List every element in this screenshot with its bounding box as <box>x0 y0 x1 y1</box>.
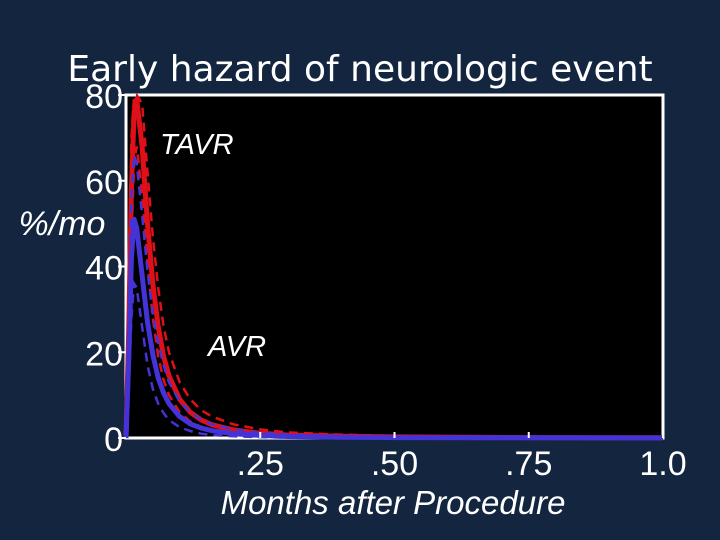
avr-ci-lower-line <box>124 279 663 440</box>
y-axis-label: %/mo <box>19 205 106 243</box>
avr-hazard-line <box>123 216 664 441</box>
x-tick-label: .75 <box>505 445 552 483</box>
x-tick-label: .50 <box>371 445 418 483</box>
y-tick-label: 0 <box>104 421 123 459</box>
annotation-tavr: TAVR <box>160 129 234 161</box>
x-axis-label: Months after Procedure <box>221 484 566 521</box>
x-tick-label: .25 <box>237 445 284 483</box>
plot-area <box>124 93 665 440</box>
y-tick-label: 60 <box>85 164 123 202</box>
y-tick-label: 20 <box>85 335 123 373</box>
tavr-ci-upper-line <box>124 93 664 439</box>
chart-title: Early hazard of neurologic event <box>67 49 652 90</box>
annotation-avr: AVR <box>206 331 266 363</box>
tick-layer: 0 20 40 60 80 .25 .50 .75 1.0 <box>85 78 686 483</box>
x-tick-label: 1.0 <box>639 445 686 483</box>
series-layer <box>123 93 664 441</box>
y-tick-label: 80 <box>85 78 123 116</box>
y-tick-label: 40 <box>85 250 123 288</box>
